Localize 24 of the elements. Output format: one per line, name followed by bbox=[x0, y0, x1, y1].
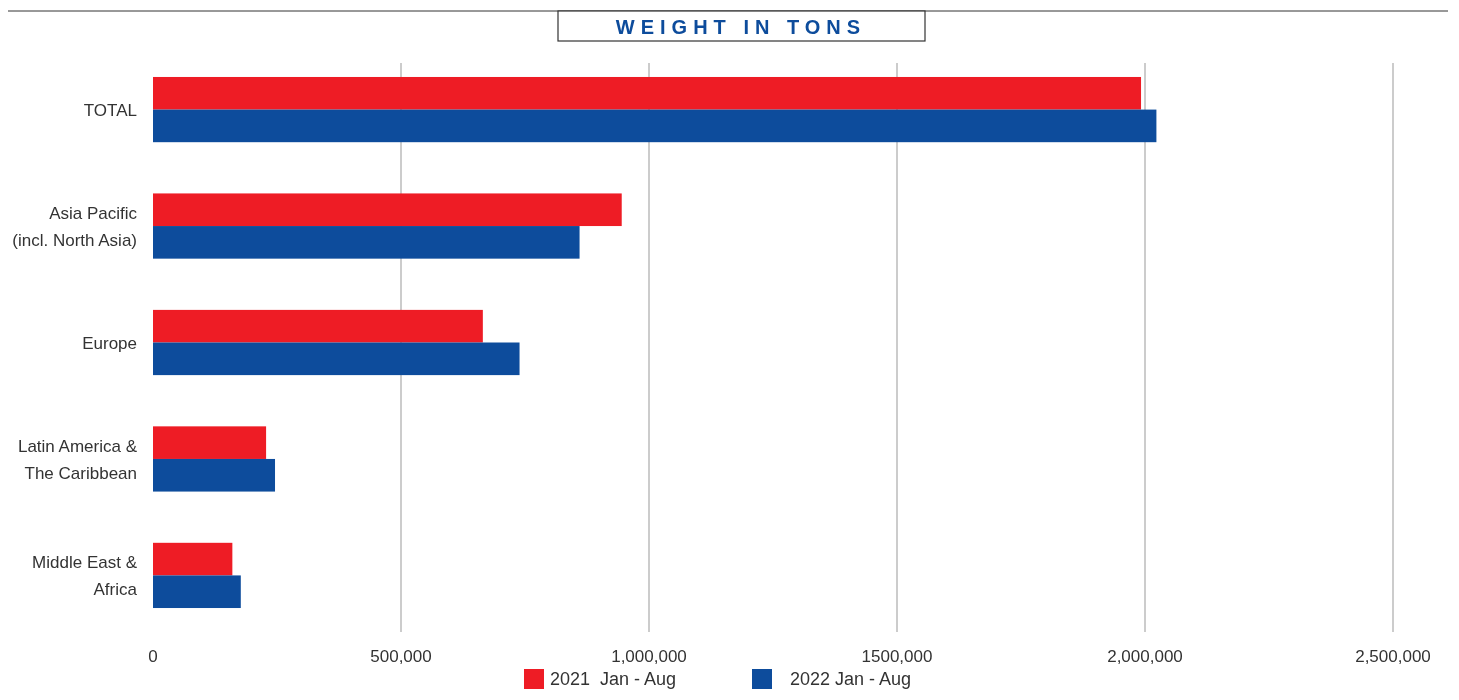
x-tick-label: 2,500,000 bbox=[1355, 647, 1431, 666]
x-tick-label: 2,000,000 bbox=[1107, 647, 1183, 666]
bar bbox=[153, 76, 1142, 110]
y-tick-label: Europe bbox=[82, 333, 137, 353]
bar bbox=[153, 226, 580, 259]
bar bbox=[153, 575, 241, 609]
bar bbox=[153, 458, 276, 492]
x-tick-label: 0 bbox=[148, 647, 158, 666]
x-tick-label: 1500,000 bbox=[861, 647, 933, 666]
y-tick-label: Asia Pacific (incl. North Asia) bbox=[12, 204, 138, 251]
y-tick-label: Latin America & The Caribbean bbox=[17, 436, 138, 483]
x-tick-label: 500,000 bbox=[370, 647, 432, 666]
bar bbox=[153, 109, 1157, 143]
legend-label: 2021 Jan - Aug bbox=[550, 669, 677, 689]
bar bbox=[153, 542, 233, 576]
bar bbox=[153, 309, 483, 343]
y-tick-label: Middle East & Africa bbox=[32, 553, 138, 600]
chart-title: WEIGHT IN TONS bbox=[615, 16, 867, 38]
bar bbox=[153, 342, 520, 376]
x-tick-label: 1,000,000 bbox=[611, 647, 687, 666]
y-tick-label: TOTAL bbox=[83, 100, 137, 120]
bar bbox=[153, 426, 267, 459]
bar bbox=[153, 193, 622, 227]
legend-label: 2022 Jan - Aug bbox=[790, 669, 912, 689]
